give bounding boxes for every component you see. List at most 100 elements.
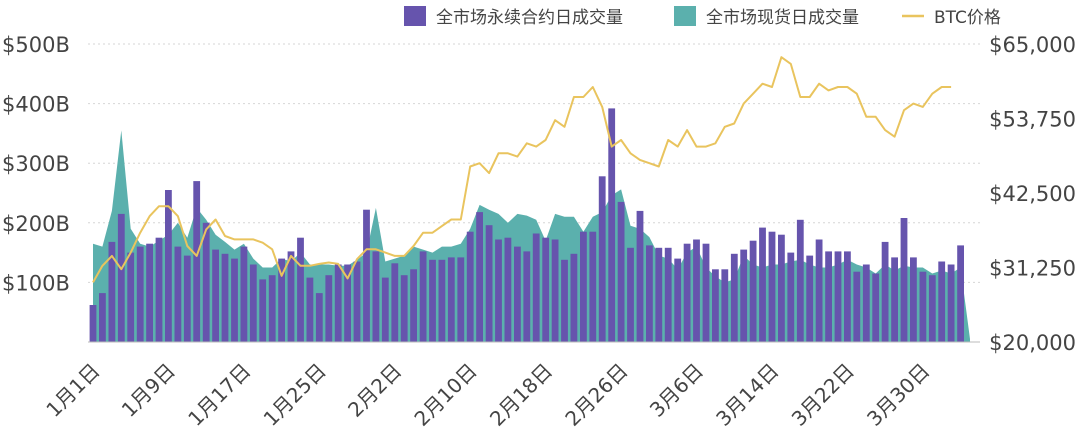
perp-volume-bar bbox=[400, 275, 408, 342]
perp-volume-bar bbox=[806, 255, 814, 342]
perp-volume-bar bbox=[410, 269, 417, 342]
perp-volume-bar bbox=[881, 241, 889, 342]
perp-volume-bar bbox=[447, 257, 455, 342]
perp-volume-bar bbox=[825, 251, 832, 342]
perp-volume-bar bbox=[287, 251, 295, 342]
perp-volume-bars bbox=[89, 108, 964, 343]
perp-volume-bar bbox=[108, 241, 116, 342]
perp-volume-bar bbox=[749, 240, 757, 342]
perp-volume-bar bbox=[249, 264, 257, 342]
perp-volume-bar bbox=[957, 245, 964, 342]
perp-volume-bar bbox=[315, 293, 323, 342]
perp-volume-bar bbox=[306, 277, 314, 342]
perp-volume-bar bbox=[240, 246, 248, 342]
perp-volume-bar bbox=[683, 243, 691, 342]
perp-volume-bar bbox=[268, 275, 276, 342]
y-left-tick-label: $400B bbox=[2, 93, 70, 117]
perp-volume-bar bbox=[485, 225, 493, 342]
perp-volume-bar bbox=[278, 258, 285, 342]
perp-volume-bar bbox=[561, 259, 568, 342]
perp-volume-bar bbox=[127, 252, 135, 342]
btc-price-line bbox=[92, 56, 952, 283]
perp-volume-bar bbox=[136, 246, 144, 342]
perp-volume-bar bbox=[429, 259, 436, 342]
perp-volume-bar bbox=[259, 279, 267, 342]
y-left-tick-label: $500B bbox=[2, 33, 70, 57]
perp-volume-bar bbox=[834, 251, 842, 342]
perp-volume-bar bbox=[900, 218, 908, 342]
perp-volume-bar bbox=[862, 264, 870, 342]
y-right-tick-label: $65,000 bbox=[989, 33, 1076, 57]
perp-volume-bar bbox=[325, 275, 333, 342]
perp-volume-bar bbox=[117, 213, 125, 342]
perp-volume-bar bbox=[363, 209, 370, 342]
perp-volume-bar bbox=[910, 257, 917, 342]
perp-volume-bar bbox=[297, 237, 304, 342]
perp-volume-bar bbox=[928, 275, 936, 342]
perp-volume-bar bbox=[353, 261, 361, 342]
perp-volume-bar bbox=[419, 251, 427, 342]
perp-volume-bar bbox=[570, 253, 578, 342]
perp-volume-bar bbox=[646, 245, 653, 342]
perp-volume-bar bbox=[89, 305, 97, 342]
perp-volume-bar bbox=[617, 201, 625, 342]
perp-volume-bar bbox=[146, 243, 153, 342]
perp-volume-bar bbox=[768, 231, 776, 342]
perp-volume-bar bbox=[730, 253, 738, 342]
perp-volume-bar bbox=[542, 237, 550, 342]
x-tick-label: 2月10日 bbox=[409, 359, 481, 431]
perp-volume-bar bbox=[815, 239, 823, 342]
x-tick-label: 2月2日 bbox=[343, 359, 406, 422]
perp-volume-bar bbox=[693, 239, 700, 342]
perp-volume-bar bbox=[872, 273, 880, 342]
perp-volume-bar bbox=[476, 212, 483, 342]
perp-volume-bar bbox=[165, 190, 172, 342]
perp-volume-bar bbox=[627, 247, 634, 342]
perp-volume-bar bbox=[712, 269, 719, 342]
perp-volume-bar bbox=[495, 239, 502, 342]
btc-price-line-group bbox=[92, 56, 952, 283]
perp-volume-bar bbox=[844, 251, 851, 342]
perp-volume-bar bbox=[155, 237, 163, 342]
perp-volume-bar bbox=[721, 269, 729, 342]
perp-volume-bar bbox=[740, 249, 748, 342]
y-left-tick-label: $200B bbox=[2, 212, 70, 236]
perp-volume-bar bbox=[372, 251, 380, 342]
perp-volume-bar bbox=[391, 263, 399, 342]
perp-volume-bar bbox=[532, 233, 540, 342]
x-tick-label: 1月9日 bbox=[117, 359, 180, 422]
perp-volume-bar bbox=[514, 246, 521, 342]
y-right-tick-label: $31,250 bbox=[989, 257, 1076, 281]
perp-volume-bar bbox=[580, 231, 587, 342]
x-tick-label: 3月22日 bbox=[787, 359, 859, 431]
x-tick-label: 3月14日 bbox=[711, 359, 783, 431]
perp-volume-bar bbox=[438, 259, 446, 342]
perp-volume-bar bbox=[674, 258, 682, 342]
y-left-tick-label: $100B bbox=[2, 271, 70, 295]
perp-volume-bar bbox=[504, 237, 512, 342]
perp-volume-bar bbox=[947, 264, 955, 342]
perp-volume-bar bbox=[334, 264, 342, 342]
perp-volume-bar bbox=[796, 219, 804, 342]
perp-volume-bar bbox=[221, 253, 229, 342]
perp-volume-bar bbox=[231, 258, 238, 342]
perp-volume-bar bbox=[655, 247, 663, 342]
perp-volume-bar bbox=[853, 271, 861, 342]
perp-volume-bar bbox=[598, 176, 606, 342]
perp-volume-bar bbox=[381, 277, 389, 342]
legend-price-label: BTC价格 bbox=[934, 8, 1001, 28]
perp-volume-bar bbox=[523, 251, 531, 342]
x-tick-label: 3月30日 bbox=[862, 359, 934, 431]
perp-volume-bar bbox=[589, 231, 597, 342]
perp-volume-bar bbox=[344, 264, 351, 342]
legend-perp-label: 全市场永续合约日成交量 bbox=[436, 8, 623, 28]
legend: 全市场永续合约日成交量 全市场现货日成交量 BTC价格 bbox=[404, 6, 1001, 28]
perp-volume-bar bbox=[466, 231, 474, 342]
perp-volume-bar bbox=[551, 239, 559, 342]
perp-volume-bar bbox=[608, 108, 616, 343]
x-tick-label: 2月26日 bbox=[560, 359, 632, 431]
perp-volume-bar bbox=[759, 227, 766, 342]
perp-volume-bar bbox=[787, 252, 795, 342]
